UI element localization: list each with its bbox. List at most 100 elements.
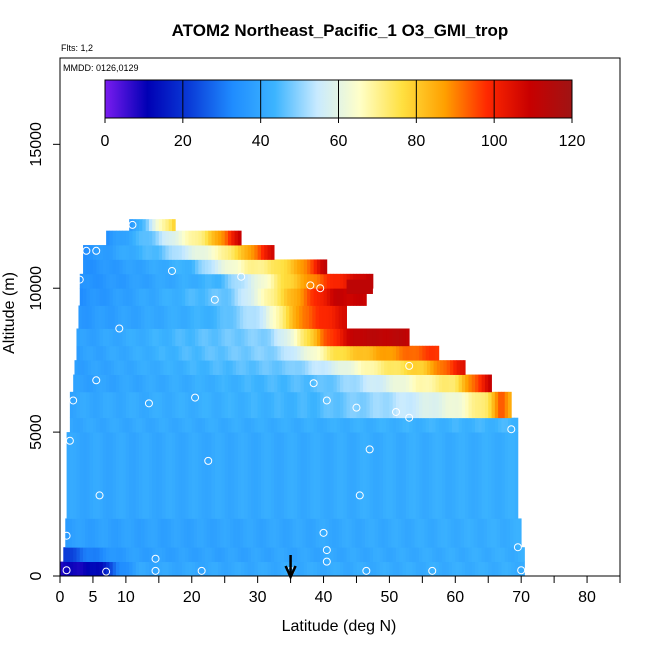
heatmap-cell xyxy=(234,432,239,519)
heatmap-cell xyxy=(79,417,84,433)
heatmap-cell xyxy=(195,374,199,393)
heatmap-cell xyxy=(419,345,423,361)
heatmap-cell xyxy=(170,360,174,375)
heatmap-cell xyxy=(175,417,179,433)
heatmap-cell xyxy=(490,518,494,548)
heatmap-cell xyxy=(370,360,375,375)
heatmap-cell xyxy=(386,391,390,419)
heatmap-cell xyxy=(475,374,479,393)
heatmap-cell xyxy=(312,518,317,548)
heatmap-cell xyxy=(463,360,466,375)
heatmap-cell xyxy=(135,374,140,393)
heatmap-cell xyxy=(435,547,440,563)
heatmap-cell xyxy=(363,288,367,306)
heatmap-cell xyxy=(336,345,341,361)
heatmap-cell xyxy=(241,345,245,361)
heatmap-cell xyxy=(139,432,143,519)
heatmap-cell xyxy=(409,432,413,519)
heatmap-cell xyxy=(191,374,196,393)
heatmap-cell xyxy=(316,273,321,289)
heatmap-cell xyxy=(185,561,189,577)
heatmap-cell xyxy=(83,273,87,289)
heatmap-cell xyxy=(442,417,446,433)
heatmap-cell xyxy=(175,273,179,289)
heatmap-cell xyxy=(201,328,206,347)
heatmap-cell xyxy=(369,345,374,361)
heatmap-cell xyxy=(175,374,179,393)
heatmap-cell xyxy=(119,245,123,260)
heatmap-cell xyxy=(92,328,97,347)
heatmap-cell xyxy=(102,547,107,563)
heatmap-cell xyxy=(330,391,334,419)
heatmap-cell xyxy=(100,360,105,375)
heatmap-cell xyxy=(152,561,156,577)
heatmap-cell xyxy=(382,561,387,577)
heatmap-cell xyxy=(139,391,143,419)
heatmap-cell xyxy=(216,360,220,375)
heatmap-cell xyxy=(135,547,140,563)
sample-point xyxy=(428,566,437,575)
heatmap-cell xyxy=(412,432,417,519)
heatmap-cell xyxy=(142,259,147,275)
heatmap-cell xyxy=(243,305,247,329)
heatmap-cell xyxy=(379,328,384,347)
heatmap-cell xyxy=(122,273,127,289)
heatmap-cell xyxy=(260,547,265,563)
heatmap-cell xyxy=(106,245,110,260)
heatmap-cell xyxy=(356,374,361,393)
heatmap-cell xyxy=(369,547,374,563)
heatmap-cell xyxy=(287,561,291,577)
heatmap-cell xyxy=(116,273,120,289)
heatmap-cell xyxy=(257,417,262,433)
heatmap-cell xyxy=(251,432,255,519)
heatmap-cell xyxy=(75,518,79,548)
heatmap-cell xyxy=(135,259,140,275)
heatmap-cell xyxy=(293,432,298,519)
heatmap-cell xyxy=(175,561,179,577)
heatmap-cell xyxy=(425,561,430,577)
heatmap-cell xyxy=(188,273,193,289)
heatmap-cell xyxy=(309,518,313,548)
heatmap-cell xyxy=(244,259,249,275)
heatmap-cell xyxy=(229,360,234,375)
heatmap-cell xyxy=(508,547,512,563)
heatmap-cell xyxy=(122,288,127,306)
heatmap-cell xyxy=(73,547,77,563)
heatmap-cell xyxy=(119,417,123,433)
heatmap-cell xyxy=(120,360,125,375)
heatmap-cell xyxy=(106,273,110,289)
heatmap-cell xyxy=(341,305,346,329)
heatmap-cell xyxy=(214,328,219,347)
heatmap-cell xyxy=(277,374,282,393)
heatmap-cell xyxy=(96,432,100,519)
heatmap-cell xyxy=(258,360,263,375)
heatmap-cell xyxy=(426,360,431,375)
heatmap-cell xyxy=(165,328,170,347)
heatmap-cell xyxy=(121,518,125,548)
heatmap-cell xyxy=(148,374,153,393)
heatmap-cell xyxy=(311,360,316,375)
heatmap-cell xyxy=(501,561,506,577)
heatmap-cell xyxy=(158,432,163,519)
heatmap-cell xyxy=(188,561,193,577)
heatmap-cell xyxy=(264,391,268,419)
heatmap-cell xyxy=(494,547,499,563)
heatmap-cell xyxy=(287,417,291,433)
heatmap-cell xyxy=(155,273,160,289)
heatmap-cell xyxy=(326,391,331,419)
heatmap-cell xyxy=(308,360,313,375)
heatmap-cell xyxy=(297,345,301,361)
heatmap-cell xyxy=(98,305,102,329)
heatmap-cell xyxy=(122,432,127,519)
heatmap-cell xyxy=(119,288,123,306)
heatmap-cell xyxy=(303,391,308,419)
heatmap-cell xyxy=(63,547,67,563)
heatmap-cell xyxy=(251,547,255,563)
heatmap-cell xyxy=(211,547,216,563)
heatmap-cell xyxy=(409,345,413,361)
heatmap-cell xyxy=(237,230,242,246)
heatmap-cell xyxy=(231,547,235,563)
heatmap-cell xyxy=(468,417,473,433)
heatmap-cell xyxy=(389,374,394,393)
heatmap-cell xyxy=(154,518,158,548)
